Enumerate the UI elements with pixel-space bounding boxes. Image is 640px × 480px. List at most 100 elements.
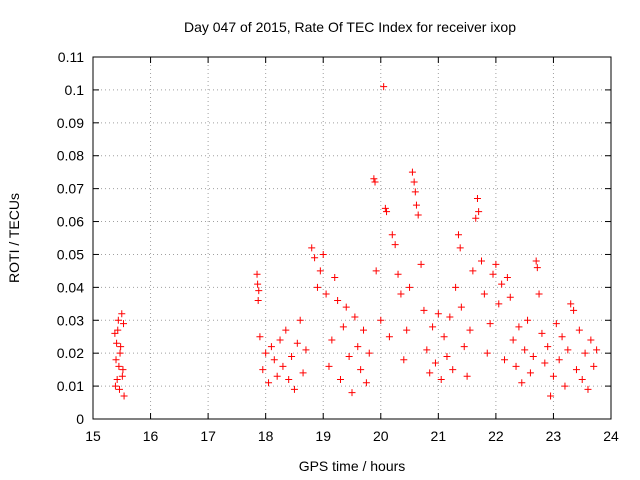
data-point bbox=[377, 316, 385, 324]
data-point bbox=[581, 349, 589, 357]
data-point bbox=[351, 313, 359, 321]
data-point bbox=[518, 379, 526, 387]
data-point bbox=[381, 204, 389, 212]
data-point bbox=[328, 336, 336, 344]
data-point bbox=[449, 366, 457, 374]
y-tick-label: 0.09 bbox=[57, 115, 84, 131]
data-point bbox=[434, 310, 442, 318]
data-point bbox=[547, 392, 555, 400]
data-point bbox=[480, 290, 488, 298]
data-point bbox=[538, 329, 546, 337]
data-point bbox=[276, 336, 284, 344]
data-point bbox=[120, 320, 128, 328]
y-tick-label: 0.02 bbox=[57, 345, 84, 361]
data-point bbox=[118, 310, 126, 318]
y-tick-label: 0.06 bbox=[57, 214, 84, 230]
data-point bbox=[311, 254, 319, 262]
data-point bbox=[111, 329, 119, 337]
data-point bbox=[452, 283, 460, 291]
x-tick-label: 18 bbox=[258, 428, 274, 444]
x-tick-label: 17 bbox=[200, 428, 216, 444]
data-point bbox=[114, 316, 122, 324]
data-point bbox=[313, 283, 321, 291]
data-point bbox=[443, 352, 451, 360]
x-tick-label: 20 bbox=[373, 428, 389, 444]
data-point bbox=[473, 195, 481, 203]
data-point bbox=[593, 346, 601, 354]
data-point bbox=[423, 346, 431, 354]
data-point bbox=[426, 369, 434, 377]
y-tick-label: 0 bbox=[76, 411, 84, 427]
y-tick-label: 0.01 bbox=[57, 378, 84, 394]
data-point bbox=[119, 366, 127, 374]
data-point bbox=[316, 267, 324, 275]
y-tick-label: 0.08 bbox=[57, 148, 84, 164]
data-points bbox=[111, 83, 601, 400]
data-point bbox=[397, 290, 405, 298]
data-point bbox=[417, 260, 425, 268]
data-point bbox=[357, 366, 365, 374]
data-point bbox=[456, 244, 464, 252]
x-axis-label: GPS time / hours bbox=[299, 458, 406, 474]
x-tick-label: 22 bbox=[488, 428, 504, 444]
data-point bbox=[463, 372, 471, 380]
data-point bbox=[255, 287, 263, 295]
data-point bbox=[483, 349, 491, 357]
data-point bbox=[526, 369, 534, 377]
x-tick-label: 19 bbox=[315, 428, 331, 444]
data-point bbox=[412, 201, 420, 209]
data-point bbox=[541, 359, 549, 367]
x-tick-label: 16 bbox=[143, 428, 159, 444]
data-point bbox=[290, 385, 298, 393]
x-tick-label: 21 bbox=[431, 428, 447, 444]
data-point bbox=[408, 168, 416, 176]
data-point bbox=[325, 362, 333, 370]
data-point bbox=[270, 356, 278, 364]
data-point bbox=[567, 300, 575, 308]
data-point bbox=[339, 323, 347, 331]
data-point bbox=[345, 352, 353, 360]
data-point bbox=[552, 320, 560, 328]
data-point bbox=[521, 346, 529, 354]
data-point bbox=[411, 188, 419, 196]
data-point bbox=[403, 326, 411, 334]
data-point bbox=[262, 349, 270, 357]
data-point bbox=[115, 385, 123, 393]
data-point bbox=[334, 297, 342, 305]
data-point bbox=[256, 333, 264, 341]
data-point bbox=[336, 376, 344, 384]
data-point bbox=[348, 389, 356, 397]
data-point bbox=[370, 175, 378, 183]
data-point bbox=[492, 260, 500, 268]
data-point bbox=[362, 379, 370, 387]
data-point bbox=[498, 280, 506, 288]
data-point bbox=[478, 257, 485, 265]
data-point bbox=[429, 323, 437, 331]
data-point bbox=[383, 208, 391, 216]
data-point bbox=[296, 316, 304, 324]
data-point bbox=[371, 178, 379, 186]
data-point bbox=[440, 333, 448, 341]
data-point bbox=[254, 297, 262, 305]
data-point bbox=[394, 270, 402, 278]
data-point bbox=[342, 303, 350, 311]
axis-ticks: 15 16 17 18 19 20 21 22 23 24 0 0.01 0.02 0.03 0.04 0.0… bbox=[57, 49, 619, 444]
data-point bbox=[331, 273, 339, 281]
data-point bbox=[288, 352, 296, 360]
data-point bbox=[285, 376, 293, 384]
data-point bbox=[515, 323, 523, 331]
data-point bbox=[561, 382, 569, 390]
data-point bbox=[420, 306, 428, 314]
data-point bbox=[372, 267, 380, 275]
data-point bbox=[558, 333, 566, 341]
data-point bbox=[322, 290, 330, 298]
data-point bbox=[529, 352, 537, 360]
data-point bbox=[113, 376, 121, 384]
data-point bbox=[475, 208, 483, 216]
data-point bbox=[259, 366, 267, 374]
data-point bbox=[555, 356, 563, 364]
data-point bbox=[406, 283, 414, 291]
y-tick-label: 0.05 bbox=[57, 246, 84, 262]
chart-title: Day 047 of 2015, Rate Of TEC Index for r… bbox=[184, 19, 516, 35]
